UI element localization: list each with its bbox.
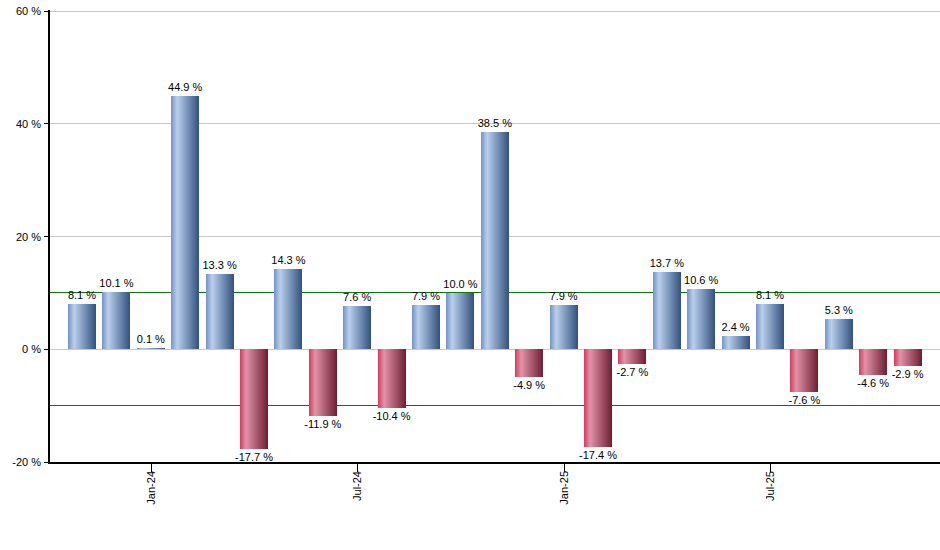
y-axis-line bbox=[48, 10, 50, 463]
x-axis-label: Jan-25 bbox=[557, 471, 571, 519]
negative-bar bbox=[894, 349, 922, 365]
y-axis-label: 0 % bbox=[0, 342, 41, 356]
positive-bar bbox=[412, 305, 440, 350]
bar-value-label: 8.1 % bbox=[740, 289, 800, 302]
positive-bar bbox=[481, 132, 509, 349]
positive-bar bbox=[171, 96, 199, 349]
bar-value-label: 7.6 % bbox=[327, 291, 387, 304]
bar-value-label: -2.9 % bbox=[878, 368, 938, 381]
positive-bar bbox=[550, 305, 578, 350]
x-axis-tick bbox=[564, 463, 565, 472]
monthly-returns-bar-chart: 60 %40 %20 %0 %-20 %8.1 %10.1 %0.1 %44.9… bbox=[0, 0, 940, 550]
bar-value-label: -11.9 % bbox=[293, 418, 353, 431]
positive-bar bbox=[274, 269, 302, 350]
negative-bar bbox=[618, 349, 646, 364]
bar-value-label: 7.9 % bbox=[396, 290, 456, 303]
x-axis-label: Jul-24 bbox=[350, 471, 364, 519]
negative-bar bbox=[240, 349, 268, 449]
y-axis-label: 20 % bbox=[0, 230, 41, 244]
x-axis-line bbox=[48, 462, 940, 464]
bar-value-label: -17.4 % bbox=[568, 449, 628, 462]
x-axis-label: Jan-24 bbox=[144, 471, 158, 519]
positive-bar bbox=[825, 319, 853, 349]
bar-value-label: 5.3 % bbox=[809, 304, 869, 317]
x-axis-tick bbox=[151, 463, 152, 472]
x-axis-tick bbox=[770, 463, 771, 472]
positive-bar bbox=[687, 289, 715, 349]
bar-value-label: -4.9 % bbox=[499, 379, 559, 392]
x-axis-label: Jul-25 bbox=[763, 471, 777, 519]
bar-value-label: 10.6 % bbox=[671, 274, 731, 287]
bar-value-label: 44.9 % bbox=[155, 81, 215, 94]
positive-bar bbox=[68, 304, 96, 350]
y-axis-label: 60 % bbox=[0, 4, 41, 18]
bar-value-label: 2.4 % bbox=[706, 321, 766, 334]
positive-bar bbox=[137, 348, 165, 350]
positive-bar bbox=[722, 336, 750, 350]
bar-value-label: 10.0 % bbox=[430, 278, 490, 291]
chart-plot-area: 60 %40 %20 %0 %-20 %8.1 %10.1 %0.1 %44.9… bbox=[0, 0, 940, 550]
y-axis-label: 40 % bbox=[0, 117, 41, 131]
bar-value-label: 13.7 % bbox=[637, 257, 697, 270]
negative-bar bbox=[378, 349, 406, 408]
negative-bar bbox=[309, 349, 337, 416]
bar-value-label: 14.3 % bbox=[258, 254, 318, 267]
bar-value-label: 13.3 % bbox=[190, 259, 250, 272]
bar-value-label: 8.1 % bbox=[52, 289, 112, 302]
bar-value-label: 38.5 % bbox=[465, 117, 525, 130]
bar-value-label: 7.9 % bbox=[534, 290, 594, 303]
gridline bbox=[48, 11, 940, 12]
bar-value-label: -10.4 % bbox=[362, 410, 422, 423]
y-axis-label: -20 % bbox=[0, 455, 41, 469]
positive-bar bbox=[206, 274, 234, 349]
bar-value-label: 0.1 % bbox=[121, 333, 181, 346]
bar-value-label: -2.7 % bbox=[602, 366, 662, 379]
negative-bar bbox=[790, 349, 818, 392]
x-axis-tick bbox=[357, 463, 358, 472]
bar-value-label: 10.1 % bbox=[86, 277, 146, 290]
bar-value-label: -7.6 % bbox=[774, 394, 834, 407]
positive-bar bbox=[343, 306, 371, 349]
negative-bar bbox=[515, 349, 543, 377]
negative-bar bbox=[584, 349, 612, 447]
